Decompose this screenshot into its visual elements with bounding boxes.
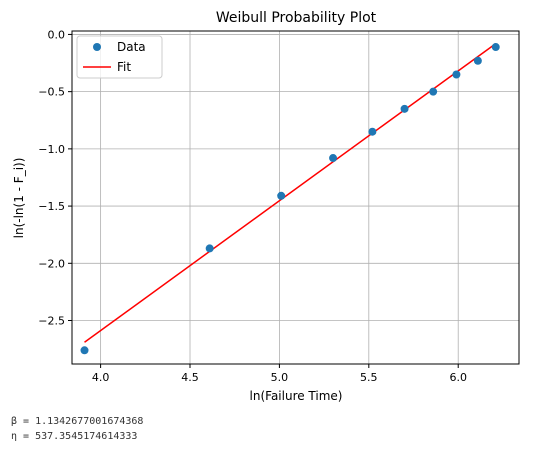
x-tick-label: 6.0	[449, 371, 467, 384]
x-tick-label: 5.5	[360, 371, 378, 384]
y-tick-label: −0.5	[38, 86, 65, 99]
data-points-layer	[80, 43, 500, 355]
data-point	[491, 43, 500, 52]
fit-line-layer	[84, 42, 497, 343]
data-point	[277, 191, 286, 200]
plot-frame	[71, 30, 520, 365]
data-point	[452, 70, 461, 79]
x-axis-label: ln(Failure Time)	[250, 389, 343, 403]
data-point	[329, 154, 338, 163]
data-point	[473, 56, 482, 65]
data-point	[400, 104, 409, 113]
y-tick-label: −2.0	[38, 257, 65, 270]
chart-title: Weibull Probability Plot	[216, 10, 377, 26]
data-point	[429, 87, 438, 96]
legend: Data Fit	[76, 35, 163, 79]
data-point	[205, 244, 214, 253]
eta-output: η = 537.3545174614333	[11, 431, 138, 442]
y-tick-label: 0.0	[48, 28, 66, 41]
y-tick-label: −1.0	[38, 143, 65, 156]
grid	[72, 31, 519, 364]
x-tick-label: 4.5	[181, 371, 199, 384]
legend-data-label: Data	[117, 40, 146, 54]
y-tick-label: −1.5	[38, 200, 65, 213]
legend-data-marker	[93, 43, 101, 51]
data-point	[368, 127, 377, 136]
weibull-plot: 4.0 4.5 5.0 5.5 6.0 0.0 −0.5 −1.0 −1.5 −2.0 −2.5 W…	[12, 10, 520, 403]
x-tick-label: 4.0	[92, 371, 110, 384]
axis-ticks: 4.0 4.5 5.0 5.5 6.0 0.0 −0.5 −1.0 −1.5 −2.0 −2.5	[38, 28, 467, 384]
x-tick-label: 5.0	[271, 371, 289, 384]
y-axis-label: ln(-ln(1 - F_i))	[12, 158, 26, 239]
beta-output: β = 1.1342677001674368	[11, 416, 144, 427]
legend-fit-label: Fit	[117, 60, 131, 74]
data-point	[80, 346, 89, 355]
fit-line	[84, 42, 497, 343]
y-tick-label: −2.5	[38, 315, 65, 328]
